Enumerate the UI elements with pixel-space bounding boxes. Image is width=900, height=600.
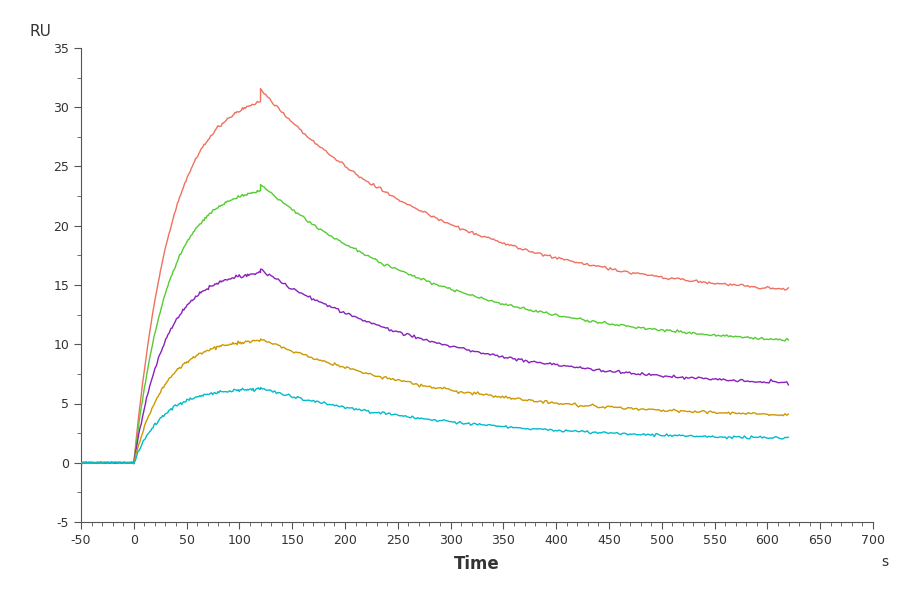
X-axis label: Time: Time	[454, 555, 500, 573]
Text: s: s	[881, 555, 888, 569]
Text: RU: RU	[30, 23, 51, 38]
